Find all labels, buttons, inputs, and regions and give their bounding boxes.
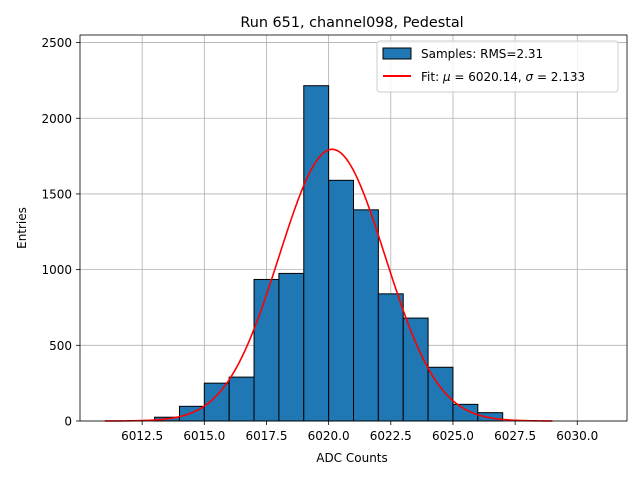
y-axis-label: Entries (15, 207, 29, 249)
x-tick-label: 6030.0 (556, 429, 598, 443)
histogram-bar (353, 209, 379, 422)
histogram-bar (253, 278, 280, 422)
x-axis-label: ADC Counts (316, 451, 388, 465)
x-tick-label: 6027.5 (494, 429, 536, 443)
x-tick-label: 6022.5 (370, 429, 412, 443)
legend-fit-sigma-value: = 2.133 (533, 70, 585, 84)
x-tick-label: 6020.0 (308, 429, 350, 443)
gaussian-fit-curve (104, 148, 553, 422)
histogram-bar (228, 376, 255, 422)
histogram-bar (328, 179, 354, 422)
x-tick-label: 6025.0 (432, 429, 474, 443)
chart-title: Run 651, channel098, Pedestal (240, 15, 463, 31)
y-tick-label: 1000 (41, 263, 72, 277)
histogram-bar (278, 272, 305, 422)
legend-box (376, 40, 619, 93)
x-tick-label: 6017.5 (245, 429, 287, 443)
legend-fit-mu-value: = 6020.14, (451, 70, 526, 84)
y-tick-label: 2500 (41, 36, 72, 50)
fit-curve-group (104, 148, 553, 422)
histogram-bar (377, 293, 404, 422)
legend-histogram-swatch (382, 47, 412, 60)
x-tick-label: 6015.0 (183, 429, 225, 443)
plot-frame (79, 34, 628, 422)
y-tick-label: 0 (64, 415, 72, 429)
legend-fit-sigma-symbol: σ (526, 70, 534, 84)
histogram-bar (303, 85, 330, 422)
legend-histogram-label: Samples: RMS=2.31 (421, 47, 543, 61)
legend: Samples: RMS=2.31 Fit: μ = 6020.14, σ = … (376, 40, 619, 93)
legend-fit-prefix: Fit: (421, 70, 443, 84)
y-tick-label: 2000 (41, 112, 72, 126)
histogram-bar (203, 382, 230, 422)
legend-fit-mu-symbol: μ (442, 70, 451, 84)
legend-fit-label: Fit: μ = 6020.14, σ = 2.133 (421, 70, 585, 84)
x-axis-ticks: 6012.5 6015.0 6017.5 6020.0 6022.5 6025.0 6027… (121, 421, 598, 443)
histogram-bar (402, 317, 429, 422)
y-tick-label: 500 (49, 339, 72, 353)
x-tick-label: 6012.5 (121, 429, 163, 443)
y-tick-label: 1500 (41, 187, 72, 201)
histogram-bars (154, 85, 504, 422)
y-axis-ticks: 0 500 1000 1500 2000 2500 (41, 36, 80, 429)
